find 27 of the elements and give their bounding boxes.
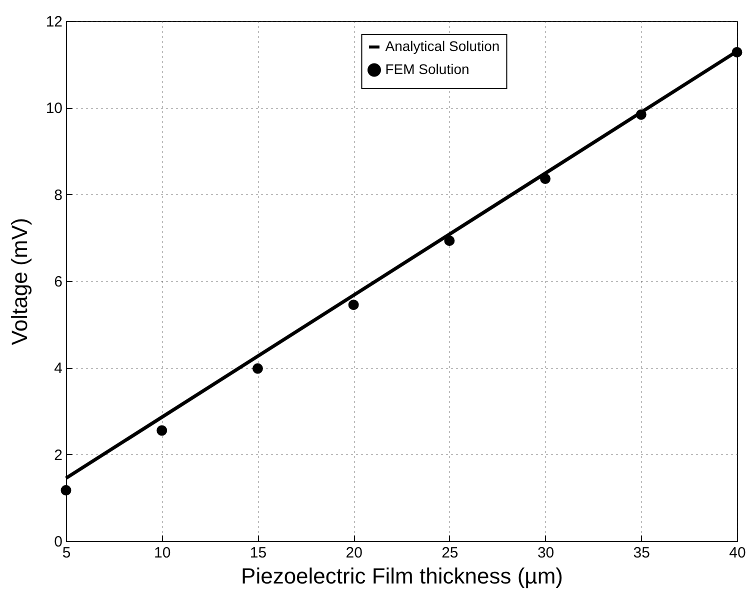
point	[540, 174, 551, 184]
x-tick-label: 35	[633, 544, 650, 562]
point	[444, 235, 455, 246]
legend-label: FEM Solution	[385, 61, 470, 77]
x-tick-label: 10	[154, 544, 171, 562]
x-tick-label: 25	[442, 544, 458, 562]
point	[60, 485, 72, 496]
y-tick-label: 2	[54, 446, 62, 464]
point	[732, 46, 742, 58]
point	[156, 425, 168, 436]
y-tick-label: 0	[54, 534, 62, 550]
legend-label: Analytical Solution	[385, 38, 500, 54]
point	[252, 363, 263, 374]
x-tick-label: 30	[537, 544, 554, 562]
point	[636, 109, 646, 120]
y-tick-label: 8	[54, 186, 62, 204]
y-tick-label: 4	[54, 360, 62, 378]
y-tick-label: 10	[46, 100, 62, 118]
x-tick-label: 5	[62, 544, 71, 562]
x-tick-label: 20	[346, 544, 362, 562]
y-tick-label: 12	[46, 14, 62, 30]
point	[348, 300, 359, 310]
y-axis-title: Voltage (mV)	[6, 218, 32, 346]
y-tick-label: 6	[54, 274, 62, 290]
x-tick-label: 40	[729, 544, 746, 562]
x-axis-title: Piezoelectric Film thickness (µm)	[241, 564, 563, 588]
x-tick-label: 15	[250, 544, 267, 562]
